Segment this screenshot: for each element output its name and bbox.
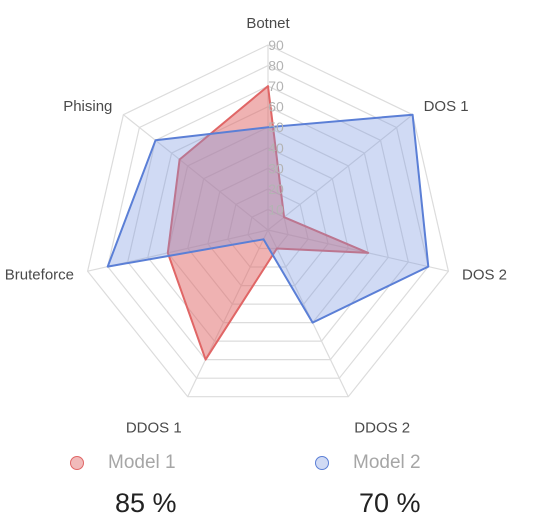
series-polygon-model-2: [106, 113, 430, 324]
grid-spoke: [267, 114, 413, 231]
radar-series-layer: [106, 85, 430, 361]
tick-label: 30: [268, 160, 284, 176]
tick-label: 10: [268, 201, 284, 217]
axis-label: Phising: [63, 98, 112, 115]
tick-label: 20: [268, 181, 284, 197]
tick-label: 50: [268, 119, 284, 135]
axis-label: DDOS 1: [126, 420, 182, 437]
model-2-legend-marker: [315, 456, 329, 470]
grid-ring: [127, 85, 409, 361]
model-1-legend-label: Model 1: [108, 452, 176, 473]
tick-label: 70: [268, 78, 284, 94]
axis-labels: Botnet DOS 1 DOS 2 DDOS 2 DDOS 1 Bruteforce Ph…: [5, 15, 507, 437]
series-polygon-model-1: [166, 85, 370, 361]
legend-item-model-2[interactable]: Model 2: [315, 448, 421, 478]
grid-ring: [86, 44, 450, 398]
legend-item-model-1[interactable]: Model 1: [70, 448, 176, 478]
tick-label: 80: [268, 58, 284, 74]
tick-label: 40: [268, 140, 284, 156]
model-2-score: 70 %: [359, 488, 421, 518]
radar-chart: 10 20 30 40 50 60 70 80 90 Botnet DOS 1 DOS 2 DDOS …: [5, 15, 507, 437]
axis-label: Botnet: [246, 15, 290, 32]
axis-label: DOS 1: [424, 98, 469, 115]
radial-tick-labels: 10 20 30 40 50 60 70 80 90: [268, 37, 284, 217]
axis-label: Bruteforce: [5, 266, 74, 283]
axis-label: DOS 2: [462, 266, 507, 283]
model-1-score: 85 %: [115, 488, 177, 518]
grid-ring: [107, 64, 429, 379]
grid-ring: [147, 106, 389, 342]
tick-label: 60: [268, 99, 284, 115]
tick-label: 90: [268, 37, 284, 53]
axis-label: DDOS 2: [354, 420, 410, 437]
model-1-legend-marker: [70, 456, 84, 470]
model-2-legend-label: Model 2: [353, 452, 421, 473]
